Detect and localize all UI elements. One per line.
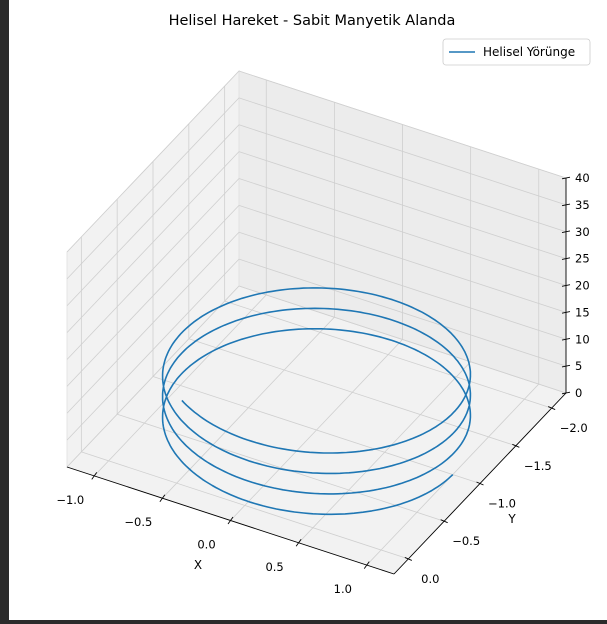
z-tick-7	[561, 203, 571, 207]
grid-z-left-2	[66, 231, 240, 414]
y-tick-4	[547, 406, 556, 410]
figure-canvas: Helisel Hareket - Sabit Manyetik Alanda …	[9, 0, 607, 620]
y-tick-label-4: −2.0	[560, 421, 588, 435]
z-tick-label-8: 40	[575, 171, 590, 185]
grid-z-left-8	[66, 70, 240, 253]
z-tick-6	[561, 230, 571, 233]
legend: Helisel Yörünge	[442, 38, 591, 66]
grid-z-back-2	[238, 231, 567, 340]
z-tick-0	[561, 391, 571, 395]
grid-y-bottom-1	[117, 413, 445, 522]
grid-z-left-0	[66, 285, 240, 468]
y-tick-label-2: −1.0	[488, 497, 516, 511]
z-tick-label-3: 15	[575, 305, 590, 319]
z-tick-3	[561, 311, 571, 314]
y-tick-label-3: −1.5	[524, 459, 552, 473]
grid-z-left-7	[66, 97, 240, 280]
x-tick-4	[363, 561, 370, 569]
grid-z-left-1	[66, 258, 240, 441]
grid-z-back-1	[238, 258, 567, 367]
y-tick-label-0: 0.0	[421, 572, 439, 586]
z-tick-label-1: 5	[575, 359, 582, 373]
z-tick-label-0: 0	[575, 386, 582, 400]
x-tick-2	[227, 516, 234, 525]
z-tick-4	[561, 284, 571, 287]
z-tick-5	[561, 257, 571, 260]
y-tick-0	[404, 557, 413, 561]
grid-z-back-7	[238, 97, 567, 206]
z-tick-label-7: 35	[575, 198, 590, 212]
grid-z-back-3	[238, 204, 567, 313]
z-tick-label-4: 20	[575, 279, 590, 293]
grid-z-back-6	[238, 124, 567, 233]
grid-z-left-4	[66, 178, 240, 360]
x-tick-label-1: −0.5	[124, 515, 152, 529]
grid-z-back-0	[238, 285, 567, 394]
z-tick-1	[561, 364, 571, 368]
grid-lines	[66, 70, 567, 566]
grid-y-bottom-0	[81, 451, 409, 560]
grid-y-bottom-2	[152, 376, 481, 484]
z-tick-8	[561, 176, 571, 180]
grid-z-back-8	[238, 70, 567, 179]
x-tick-3	[295, 539, 302, 547]
grid-z-back-4	[238, 178, 567, 286]
y-tick-1	[440, 519, 448, 524]
x-tick-label-2: 0.0	[197, 538, 215, 552]
x-tick-label-3: 0.5	[265, 560, 283, 574]
grid-z-back-5	[238, 151, 567, 260]
grid-y-bottom-3	[188, 338, 516, 447]
legend-label-helisel-yorunge: Helisel Yörünge	[483, 45, 575, 59]
axis-ticks: −1.0 −0.5 0.0 0.5 1.0 0.0 −0.5 −1.0 −1.5 −2.0 0 5 10…	[56, 171, 589, 596]
series-helisel-yorunge	[161, 287, 472, 516]
x-tick-label-4: 1.0	[334, 582, 352, 596]
series-layer	[161, 287, 472, 516]
x-axis-label: X	[194, 558, 202, 572]
z-tick-label-5: 25	[575, 252, 590, 266]
y-tick-2	[476, 481, 484, 486]
grid-z-left-5	[66, 151, 240, 333]
z-tick-label-6: 30	[575, 225, 590, 239]
y-axis-label: Y	[507, 512, 516, 526]
helix-3d-chart: Helisel Hareket - Sabit Manyetik Alanda …	[56, 13, 591, 596]
window-left-border	[0, 0, 9, 620]
y-tick-3	[512, 443, 520, 448]
x-tick-1	[159, 494, 166, 502]
chart-title: Helisel Hareket - Sabit Manyetik Alanda	[169, 13, 456, 29]
y-tick-label-1: −0.5	[452, 534, 480, 548]
grid-z-left-3	[66, 205, 240, 387]
z-tick-label-2: 10	[575, 332, 590, 346]
legend-frame	[442, 38, 591, 66]
x-tick-label-0: −1.0	[56, 493, 84, 507]
grid-y-bottom-4	[224, 300, 552, 409]
x-tick-0	[91, 472, 98, 480]
z-tick-2	[561, 338, 571, 341]
grid-z-left-6	[66, 124, 240, 307]
